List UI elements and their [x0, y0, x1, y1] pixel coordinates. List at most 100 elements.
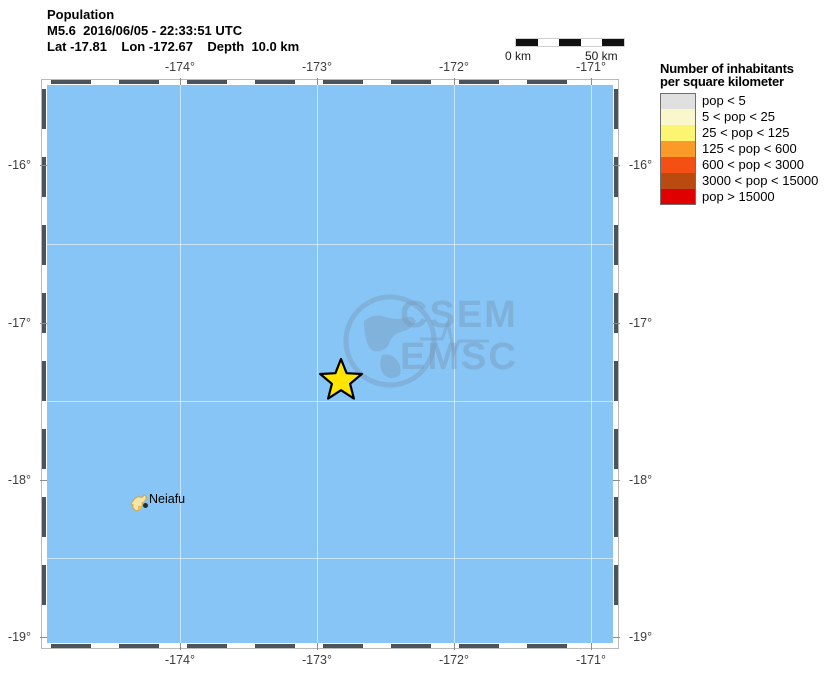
- map-border-dash: [614, 293, 618, 333]
- axis-label-longitude-bottom: -174°: [164, 653, 196, 667]
- watermark-text-emsc: EMSC: [400, 336, 518, 378]
- legend-label: 600 < pop < 3000: [702, 157, 804, 172]
- legend-row: pop < 5: [660, 93, 828, 109]
- map-border-dash: [614, 429, 618, 469]
- scale-label-max: 50 km: [585, 49, 618, 63]
- population-legend: Number of inhabitants per square kilomet…: [660, 62, 828, 205]
- axis-label-longitude-top: -171°: [575, 60, 607, 74]
- map-border-dash: [42, 225, 46, 265]
- map-border-dash: [255, 644, 295, 648]
- axis-tick-latitude: [613, 480, 620, 481]
- map-border-dash: [42, 497, 46, 537]
- csem-emsc-watermark: CSEM EMSC: [343, 293, 552, 389]
- legend-swatch: [660, 93, 696, 109]
- map-border-dash: [614, 565, 618, 605]
- axis-label-longitude-top: -173°: [301, 60, 333, 74]
- legend-label: 5 < pop < 25: [702, 109, 776, 124]
- map-border-dash: [323, 80, 363, 84]
- legend-row: 125 < pop < 600: [660, 141, 828, 157]
- map-plot-area[interactable]: CSEM EMSC Neiafu: [47, 85, 613, 643]
- axis-label-latitude-right: -17°: [629, 316, 653, 330]
- axis-label-latitude-left: -19°: [7, 630, 31, 644]
- legend-swatch: [660, 109, 696, 125]
- axis-tick-longitude: [317, 643, 318, 650]
- axis-label-latitude-right: -16°: [629, 158, 653, 172]
- legend-row: 600 < pop < 3000: [660, 157, 828, 173]
- map-border-dash: [459, 80, 499, 84]
- scale-segment: [602, 39, 624, 46]
- map-border-dash: [119, 644, 159, 648]
- map-border-dash: [614, 497, 618, 537]
- axis-tick-latitude: [40, 165, 47, 166]
- legend-row: 5 < pop < 25: [660, 109, 828, 125]
- map-border-dash: [51, 644, 91, 648]
- axis-tick-latitude: [40, 480, 47, 481]
- axis-tick-longitude: [180, 78, 181, 85]
- map-border-dash: [42, 429, 46, 469]
- legend-label: pop > 15000: [702, 189, 775, 204]
- graticule-line-vertical: [180, 85, 181, 643]
- legend-row: 25 < pop < 125: [660, 125, 828, 141]
- watermark-text-csem: CSEM: [400, 294, 518, 336]
- map-frame[interactable]: CSEM EMSC Neiafu: [41, 79, 619, 649]
- page-title: Population: [47, 7, 115, 22]
- map-border-dash: [614, 225, 618, 265]
- place-label-neiafu: Neiafu: [149, 492, 186, 506]
- legend-title-line2: per square kilometer: [660, 74, 784, 89]
- graticule-line-vertical: [317, 85, 318, 643]
- axis-tick-latitude: [613, 165, 620, 166]
- map-border-dash: [527, 644, 567, 648]
- map-border-dash: [391, 80, 431, 84]
- graticule-line-horizontal: [47, 244, 613, 245]
- axis-label-latitude-right: -18°: [629, 473, 653, 487]
- legend-swatch: [660, 189, 696, 205]
- legend-row: 3000 < pop < 15000: [660, 173, 828, 189]
- epicenter-star-marker[interactable]: [319, 357, 363, 401]
- axis-label-latitude-right: -19°: [629, 630, 653, 644]
- axis-label-latitude-left: -17°: [7, 316, 31, 330]
- scale-label-min: 0 km: [505, 49, 532, 63]
- legend-swatch: [660, 125, 696, 141]
- axis-tick-longitude: [454, 78, 455, 85]
- axis-tick-longitude: [454, 643, 455, 650]
- axis-tick-latitude: [40, 637, 47, 638]
- map-border-dash: [323, 644, 363, 648]
- map-border-dash: [42, 565, 46, 605]
- map-border-dash: [255, 80, 295, 84]
- city-marker-dot: [143, 503, 148, 508]
- graticule-line-vertical: [591, 85, 592, 643]
- map-border-dash: [51, 80, 91, 84]
- axis-label-longitude-top: -172°: [438, 60, 470, 74]
- axis-label-latitude-left: -18°: [7, 473, 31, 487]
- scale-segment: [580, 39, 603, 46]
- axis-tick-latitude: [613, 323, 620, 324]
- legend-title-line1: Number of inhabitants: [660, 61, 794, 76]
- legend-label: pop < 5: [702, 93, 746, 108]
- scale-segment: [537, 39, 560, 46]
- legend-rows: pop < 5 5 < pop < 25 25 < pop < 125 125 …: [660, 93, 828, 205]
- map-border-dash: [42, 361, 46, 401]
- map-border-dash: [391, 644, 431, 648]
- map-border-dash: [42, 293, 46, 333]
- map-border-dash: [614, 157, 618, 197]
- map-border-dash: [42, 157, 46, 197]
- map-border-dash: [527, 80, 567, 84]
- legend-swatch: [660, 173, 696, 189]
- map-border-dash: [187, 80, 227, 84]
- axis-label-longitude-bottom: -172°: [438, 653, 470, 667]
- event-summary-line: M5.6 2016/06/05 - 22:33:51 UTC: [47, 23, 243, 38]
- scale-segment: [559, 39, 581, 46]
- graticule-line-horizontal: [47, 558, 613, 559]
- legend-row: pop > 15000: [660, 189, 828, 205]
- axis-tick-latitude: [613, 637, 620, 638]
- axis-label-latitude-left: -16°: [7, 158, 31, 172]
- place-neiafu[interactable]: Neiafu: [129, 490, 219, 520]
- map-border-dash: [614, 361, 618, 401]
- axis-tick-longitude: [317, 78, 318, 85]
- axis-tick-longitude: [591, 78, 592, 85]
- axis-label-longitude-bottom: -171°: [575, 653, 607, 667]
- map-border-dash: [614, 89, 618, 129]
- legend-label: 25 < pop < 125: [702, 125, 790, 140]
- legend-label: 125 < pop < 600: [702, 141, 797, 156]
- axis-label-longitude-top: -174°: [164, 60, 196, 74]
